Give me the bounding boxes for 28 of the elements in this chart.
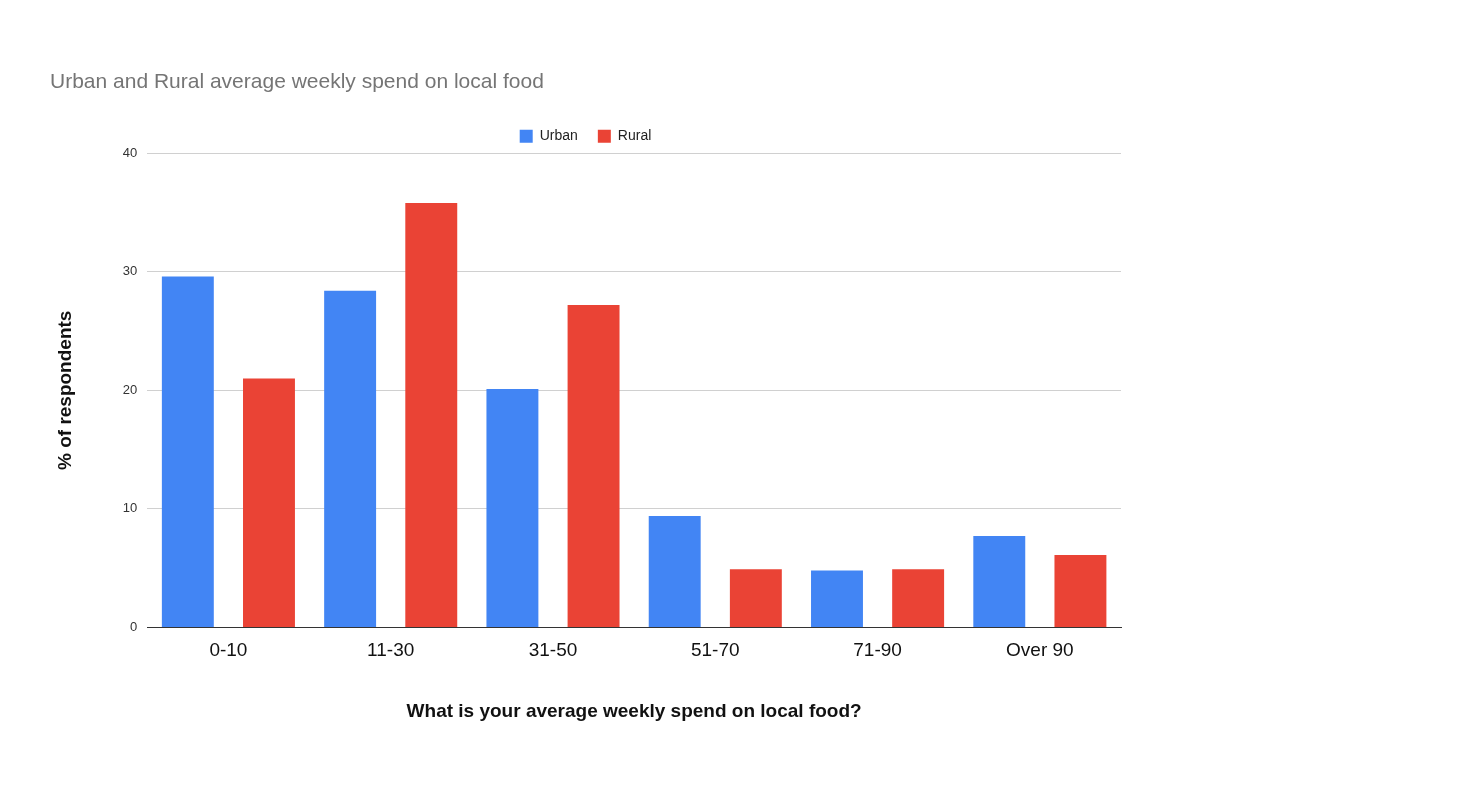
y-tick-label: 40 <box>122 144 138 160</box>
chart-title: Urban and Rural average weekly spend on local food <box>50 69 544 93</box>
y-axis-title: % of respondents <box>53 310 75 470</box>
y-tick-label: 10 <box>122 500 138 516</box>
y-tick-label: 30 <box>122 263 138 279</box>
legend-label: Rural <box>617 127 652 144</box>
bar <box>729 569 782 627</box>
legend-label: Urban <box>539 127 578 144</box>
y-tick-label: 20 <box>122 381 138 397</box>
bar <box>1054 555 1107 627</box>
bar <box>405 202 458 627</box>
x-tick-label: 31-50 <box>528 639 578 661</box>
x-tick-label: 0-10 <box>209 639 248 661</box>
bar <box>243 378 295 627</box>
x-tick-label: 71-90 <box>853 639 902 661</box>
x-tick-label: Over 90 <box>1006 639 1074 661</box>
x-tick-label: 11-30 <box>367 639 415 661</box>
bar <box>811 570 863 627</box>
bar <box>324 290 377 627</box>
x-axis-title: What is your average weekly spend on local food? <box>406 699 862 721</box>
y-tick-label: 0 <box>130 618 138 634</box>
bar <box>161 276 214 627</box>
bar <box>486 389 539 627</box>
bar <box>648 515 701 627</box>
x-tick-label: 51-70 <box>690 639 740 661</box>
bar <box>973 536 1026 627</box>
bar <box>567 304 620 627</box>
bar <box>892 569 945 627</box>
